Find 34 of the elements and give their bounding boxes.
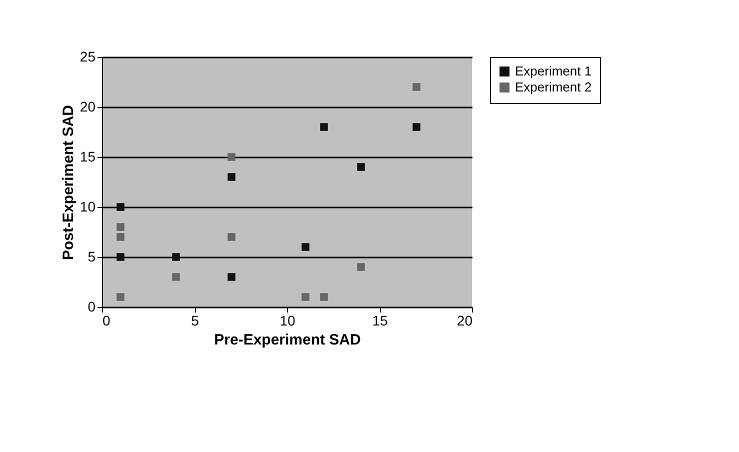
- x-tick-label: 5: [191, 312, 200, 328]
- y-tick-label: 20: [80, 98, 96, 114]
- point: [320, 293, 328, 301]
- point: [172, 273, 180, 281]
- legend-label: Experiment 1: [515, 64, 592, 78]
- y-tick-label: 15: [80, 148, 96, 164]
- point: [228, 233, 236, 241]
- y-tick-label: 0: [88, 298, 96, 314]
- point: [116, 233, 124, 241]
- x-tick-label: 15: [372, 312, 388, 328]
- point: [320, 123, 328, 131]
- y-tick-label: 10: [80, 198, 96, 214]
- y-tick-label: 25: [80, 48, 96, 64]
- point: [228, 273, 236, 281]
- point: [228, 153, 236, 161]
- point: [302, 293, 310, 301]
- point: [302, 243, 310, 251]
- point: [357, 263, 365, 271]
- x-axis-title: Pre-Experiment SAD: [214, 332, 362, 348]
- point: [357, 163, 365, 171]
- legend-label: Experiment 2: [515, 80, 592, 94]
- point: [412, 83, 420, 91]
- point: [412, 123, 420, 131]
- x-tick-label: 0: [102, 312, 110, 328]
- y-axis-title: Post-Experiment SAD: [60, 104, 77, 260]
- x-tick-label: 10: [280, 312, 296, 328]
- point: [116, 253, 124, 261]
- point: [172, 253, 180, 261]
- x-tick-label: 20: [456, 312, 473, 328]
- point: [116, 223, 124, 231]
- point: [116, 203, 124, 211]
- y-tick-label: 5: [88, 248, 96, 264]
- point: [116, 293, 124, 301]
- point: [228, 173, 236, 181]
